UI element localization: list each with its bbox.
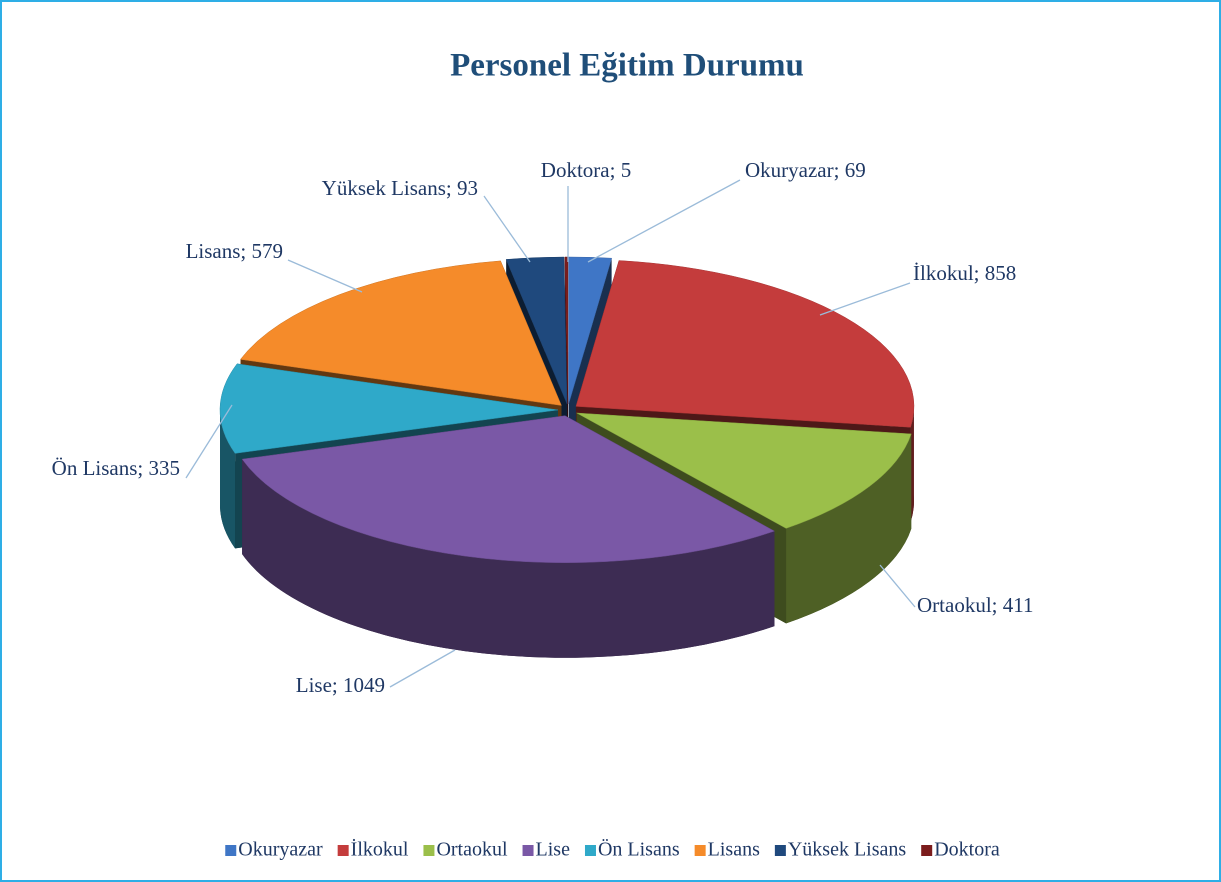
data-label: Lisans; 579 xyxy=(186,239,283,263)
leader-line xyxy=(819,282,911,316)
legend-label: Lise xyxy=(536,839,571,861)
legend-swatch xyxy=(774,845,786,856)
legend-swatch xyxy=(337,845,349,856)
legend-label: İlkokul xyxy=(351,838,409,861)
chart-title: Personel Eğitim Durumu xyxy=(450,48,804,84)
slice xyxy=(219,363,559,454)
slice xyxy=(575,260,915,428)
legend-swatch xyxy=(423,845,435,856)
slice-side xyxy=(910,406,914,523)
legend-label: Ön Lisans xyxy=(598,838,680,861)
legend-label: Lisans xyxy=(708,839,760,861)
legend-label: Yüksek Lisans xyxy=(788,839,907,861)
slice xyxy=(240,260,562,406)
data-label: Okuryazar; 69 xyxy=(745,158,866,182)
data-label: Yüksek Lisans; 93 xyxy=(322,176,478,200)
legend-swatch xyxy=(921,845,933,856)
legend-label: Okuryazar xyxy=(238,839,323,861)
leader-line xyxy=(185,404,233,479)
slice xyxy=(568,256,612,405)
leader-line xyxy=(389,649,456,688)
slice xyxy=(576,412,912,529)
legend-swatch xyxy=(522,845,534,856)
data-label: Ön Lisans; 335 xyxy=(52,456,180,480)
legend-swatch xyxy=(694,845,706,856)
slice-side xyxy=(242,459,775,658)
leader-line xyxy=(287,259,363,293)
slice-side xyxy=(786,433,912,624)
legend-swatch xyxy=(225,845,237,856)
data-label: Doktora; 5 xyxy=(541,158,631,182)
slice xyxy=(505,256,568,405)
leader-line xyxy=(879,564,916,608)
slice-side xyxy=(220,409,236,549)
legend-label: Ortaokul xyxy=(436,839,508,861)
data-label: İlkokul; 858 xyxy=(913,261,1016,285)
leader-line xyxy=(483,195,531,263)
legend-label: Doktora xyxy=(934,839,1000,861)
data-label: Ortaokul; 411 xyxy=(917,593,1033,617)
slice xyxy=(241,415,776,563)
data-label: Lise; 1049 xyxy=(296,673,385,697)
leader-line xyxy=(587,179,741,263)
legend-swatch xyxy=(584,845,596,856)
